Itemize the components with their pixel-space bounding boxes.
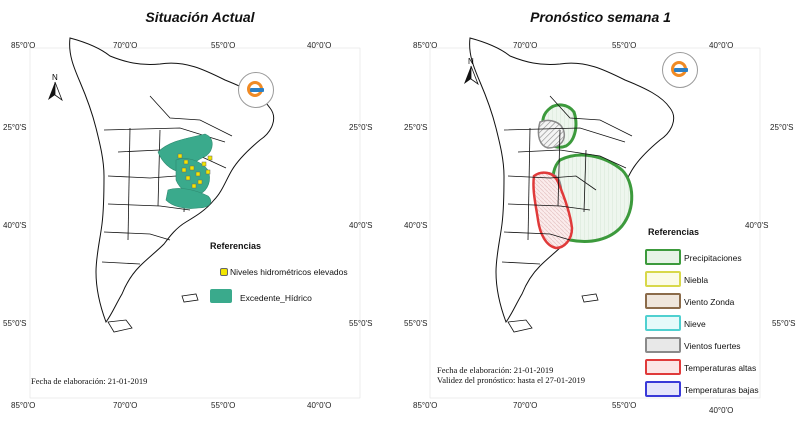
right-map-panel: Pronóstico semana 1 <box>400 0 801 447</box>
north-label: N <box>468 57 474 66</box>
legend-swatch-viento-zonda <box>645 293 681 309</box>
lat-right-25: 25°0'S <box>349 123 373 132</box>
legend-label-viento-zonda: Viento Zonda <box>684 297 735 307</box>
vientos-fuertes-area-north <box>537 119 566 149</box>
legend-label-precipitaciones: Precipitaciones <box>684 253 742 263</box>
temperaturas-altas-area <box>532 171 574 250</box>
right-footnote-fecha: Fecha de elaboración: 21-01-2019 <box>437 365 554 375</box>
coord-top-55: 55°0'O <box>612 41 637 50</box>
coord-top-85: 85°0'O <box>413 41 438 50</box>
lat-left-40: 40°0'S <box>404 221 428 230</box>
excedente-hidrico-areas <box>157 133 213 209</box>
map-frame <box>29 47 361 399</box>
coord-bottom-85: 85°0'O <box>413 401 438 410</box>
lat-left-55: 55°0'S <box>3 319 27 328</box>
legend-swatch-niveles <box>220 268 228 276</box>
coord-top-70: 70°0'O <box>513 41 538 50</box>
lat-right-55: 55°0'S <box>349 319 373 328</box>
right-footnote-validez: Validez del pronóstico: hasta el 27-01-2… <box>437 375 586 385</box>
legend-label-excedente: Excedente_Hídrico <box>240 293 312 303</box>
coord-bottom-55: 55°0'O <box>211 401 236 410</box>
coord-top-40: 40°0'O <box>307 41 332 50</box>
legend-swatch-nieve <box>645 315 681 331</box>
coord-bottom-40: 40°0'O <box>307 401 332 410</box>
coord-top-40: 40°0'O <box>709 41 734 50</box>
legend-label-temperaturas-altas: Temperaturas altas <box>684 363 757 373</box>
lat-left-25: 25°0'S <box>3 123 27 132</box>
legend-swatch-vientos-fuertes <box>645 337 681 353</box>
right-map-canvas <box>429 37 761 399</box>
lat-left-40: 40°0'S <box>3 221 27 230</box>
niveles-hidrometricos-markers <box>177 153 213 189</box>
lat-right-25: 25°0'S <box>770 123 794 132</box>
legend-label-niebla: Niebla <box>684 275 709 285</box>
tierra-del-fuego <box>507 319 533 333</box>
legend-label-niveles: Niveles hidrométricos elevados <box>230 267 348 277</box>
coord-bottom-55: 55°0'O <box>612 401 637 410</box>
province-borders <box>501 95 633 265</box>
lat-left-25: 25°0'S <box>404 123 428 132</box>
coord-bottom-70: 70°0'O <box>113 401 138 410</box>
map-frame <box>429 47 761 399</box>
right-legend-title: Referencias <box>648 227 700 237</box>
tierra-del-fuego <box>107 319 133 333</box>
legend-label-vientos-fuertes: Vientos fuertes <box>684 341 741 351</box>
coord-top-85: 85°0'O <box>11 41 36 50</box>
left-legend-title: Referencias <box>210 241 262 251</box>
legend-swatch-niebla <box>645 271 681 287</box>
legend-swatch-excedente <box>210 289 232 303</box>
legend-label-nieve: Nieve <box>684 319 706 329</box>
coord-top-70: 70°0'O <box>113 41 138 50</box>
agency-logo-icon <box>662 52 698 88</box>
coord-top-55: 55°0'O <box>211 41 236 50</box>
left-map-canvas <box>29 37 361 399</box>
lat-left-55: 55°0'S <box>404 319 428 328</box>
left-footnote: Fecha de elaboración: 21-01-2019 <box>31 376 148 386</box>
legend-swatch-temperaturas-bajas <box>645 381 681 397</box>
lat-right-40: 40°0'S <box>745 221 769 230</box>
north-arrow-icon: N <box>460 56 482 91</box>
malvinas <box>181 293 199 303</box>
coord-bottom-85: 85°0'O <box>11 401 36 410</box>
north-arrow-icon: N <box>44 72 66 107</box>
coord-bottom-70: 70°0'O <box>513 401 538 410</box>
coord-bottom-40: 40°0'O <box>709 406 734 415</box>
north-label: N <box>52 73 58 82</box>
left-map-panel: Situación Actual <box>0 0 400 447</box>
legend-swatch-temperaturas-altas <box>645 359 681 375</box>
legend-swatch-precipitaciones <box>645 249 681 265</box>
lat-right-40: 40°0'S <box>349 221 373 230</box>
legend-label-temperaturas-bajas: Temperaturas bajas <box>684 385 759 395</box>
lat-right-55: 55°0'S <box>772 319 796 328</box>
right-map-title: Pronóstico semana 1 <box>530 9 671 25</box>
malvinas <box>581 293 599 303</box>
agency-logo-icon <box>238 72 274 108</box>
south-america-outline <box>69 37 275 324</box>
left-map-title: Situación Actual <box>145 9 255 25</box>
